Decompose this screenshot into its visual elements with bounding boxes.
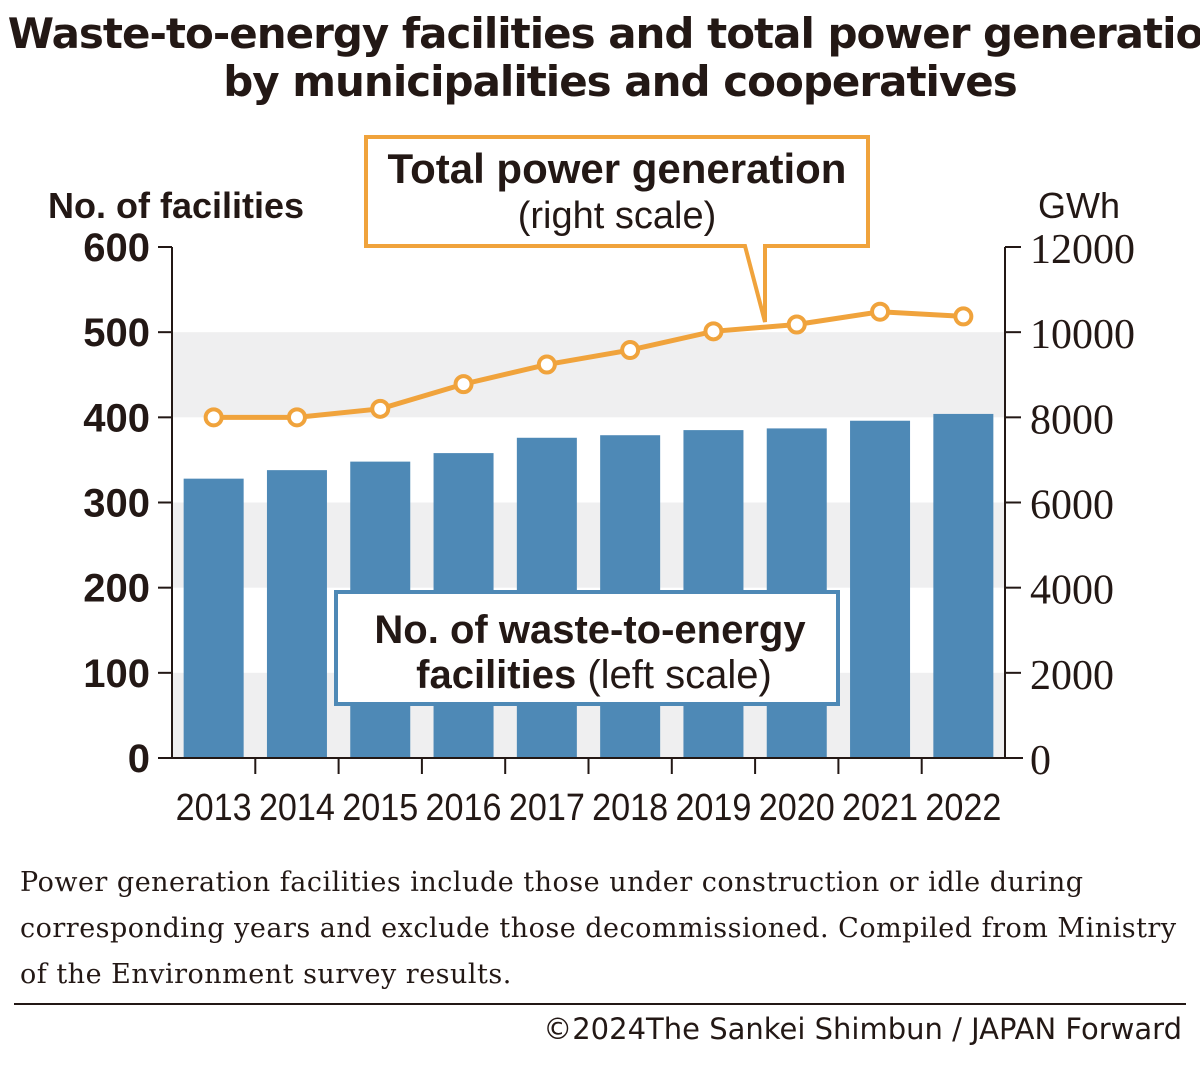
bar <box>933 413 994 758</box>
line-point <box>870 301 891 322</box>
x-tick-label: 2017 <box>509 787 585 829</box>
x-tick-label: 2015 <box>342 787 418 829</box>
right-tick-label: 8000 <box>1030 397 1114 443</box>
footnote: Power generation facilities include thos… <box>20 867 1177 990</box>
x-tick-label: 2018 <box>592 787 668 829</box>
x-tick-label: 2013 <box>176 787 252 829</box>
left-tick-label: 100 <box>83 652 150 696</box>
credit: ©2024The Sankei Shimbun / JAPAN Forward <box>543 1012 1182 1046</box>
x-tick-label: 2020 <box>759 787 835 829</box>
left-tick-label: 600 <box>83 226 150 270</box>
line-point <box>703 321 724 342</box>
x-tick-label: 2016 <box>426 787 502 829</box>
right-axis-label: GWh <box>1038 185 1120 226</box>
line-legend-sublabel: (right scale) <box>518 195 717 237</box>
bar <box>183 478 244 758</box>
line-point <box>786 314 807 335</box>
x-tick-label: 2019 <box>675 787 751 829</box>
x-tick-label: 2021 <box>842 787 918 829</box>
left-tick-label: 200 <box>83 567 150 611</box>
left-tick-label: 400 <box>83 396 150 440</box>
right-tick-label: 0 <box>1030 738 1051 784</box>
right-tick-label: 10000 <box>1030 312 1135 358</box>
bar-legend-label: No. of waste-to-energy <box>374 608 806 652</box>
right-tick-label: 2000 <box>1030 653 1114 699</box>
divider <box>14 1003 1186 1005</box>
right-tick-label: 4000 <box>1030 568 1114 614</box>
bar <box>266 470 327 758</box>
line-legend-label: Total power generation <box>388 145 847 192</box>
x-tick-label: 2022 <box>925 787 1001 829</box>
x-tick-label: 2014 <box>259 787 335 829</box>
line-point <box>370 398 391 419</box>
line-callout-box <box>364 135 870 323</box>
chart-title: Waste-to-energy facilities and total pow… <box>7 9 1200 106</box>
grid-band <box>172 332 1005 418</box>
left-tick-label: 300 <box>83 482 150 526</box>
right-tick-label: 6000 <box>1030 483 1114 529</box>
bar-legend-sublabel: facilities (left scale) <box>416 653 772 697</box>
line-series <box>213 309 964 420</box>
left-tick-label: 500 <box>83 311 150 355</box>
left-axis-label: No. of facilities <box>48 185 304 226</box>
right-tick-label: 12000 <box>1030 227 1135 273</box>
line-point <box>453 374 474 395</box>
line-point <box>620 340 641 361</box>
bar <box>850 420 911 758</box>
left-tick-label: 0 <box>128 737 150 781</box>
line-point <box>536 354 557 375</box>
line-point <box>953 306 974 327</box>
line-point <box>203 407 224 428</box>
line-point <box>286 407 307 428</box>
bar-callout-box <box>334 590 840 706</box>
